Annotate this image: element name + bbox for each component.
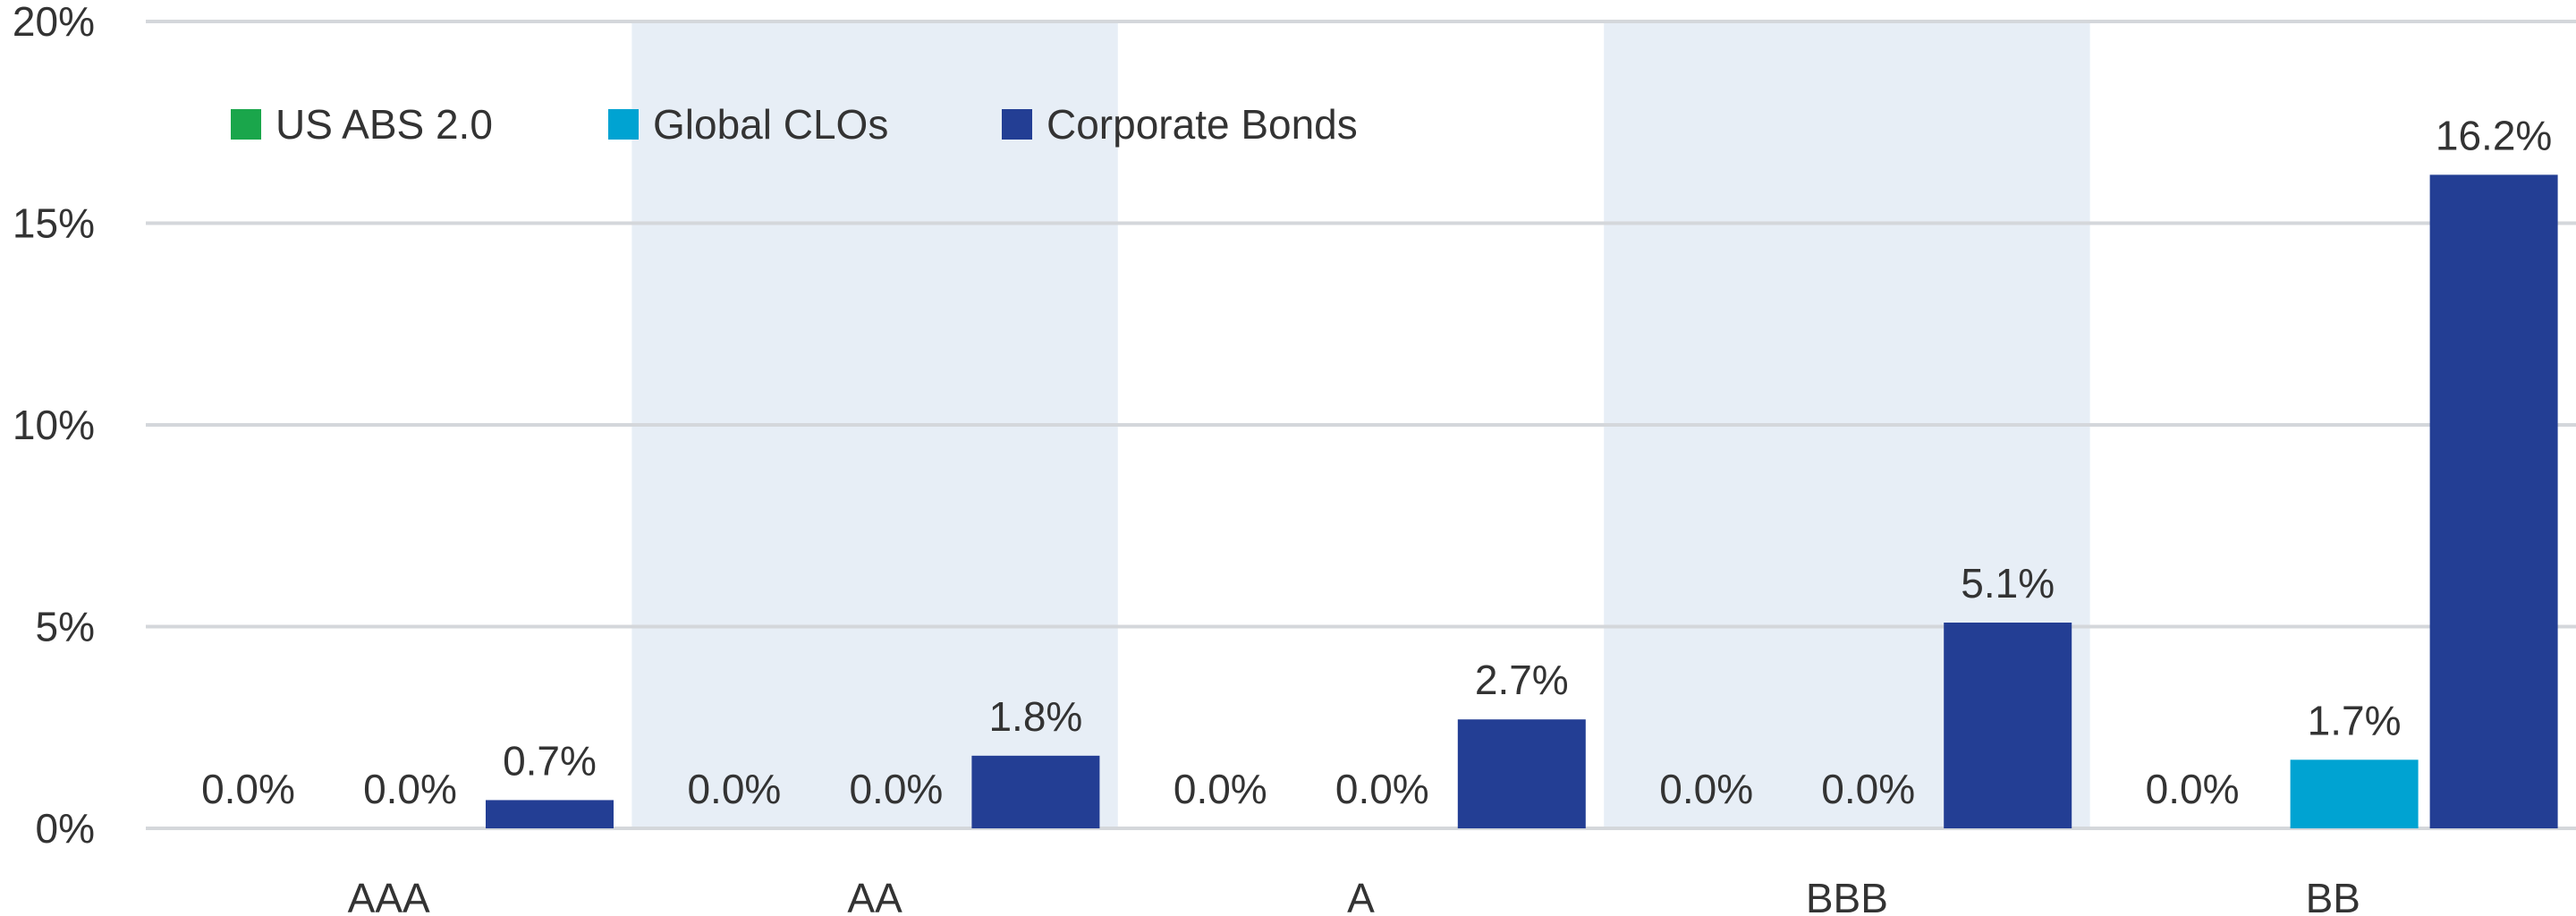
legend-swatch [231,109,261,140]
x-axis-labels: AAA AA A BBB BB [348,875,2360,916]
data-label: 5.1% [1961,560,2055,606]
y-tick-label: 0% [36,805,95,852]
y-tick-label: 20% [13,0,95,45]
data-labels: 0.0% 0.0% 0.0% 0.0% 0.0% 0.0% 0.0% 0.0% 0.0% 1.7%… [201,112,2552,812]
gridlines [146,20,2576,830]
data-label: 2.7% [1475,657,1569,703]
bars [486,174,2558,828]
x-category-label: AA [847,875,902,916]
y-tick-label: 10% [13,402,95,448]
data-label: 0.0% [363,766,457,812]
bar-global-clos-bb [2290,759,2419,828]
data-label: 0.0% [201,766,295,812]
x-category-label: AAA [348,875,430,916]
bar-corporate-bonds-aaa [486,800,614,828]
legend-label: US ABS 2.0 [275,101,493,148]
data-label: 0.0% [1659,766,1753,812]
x-category-label: A [1347,875,1375,916]
bar-corporate-bonds-bbb [1944,622,2072,828]
bar-corporate-bonds-bb [2429,174,2558,828]
data-label: 1.7% [2308,697,2402,743]
x-category-label: BB [2306,875,2360,916]
legend: US ABS 2.0 Global CLOs Corporate Bonds [231,101,1358,148]
data-label: 0.0% [687,766,781,812]
y-axis-ticks: 0% 5% 10% 15% 20% [13,0,95,852]
legend-label: Corporate Bonds [1046,101,1358,148]
y-tick-label: 15% [13,200,95,247]
legend-label: Global CLOs [653,101,888,148]
data-label: 0.0% [1821,766,1915,812]
data-label: 0.0% [1174,766,1267,812]
x-category-label: BBB [1806,875,1888,916]
bar-corporate-bonds-aa [971,755,1100,828]
data-label: 1.8% [988,693,1082,740]
data-label: 0.7% [503,737,597,784]
legend-swatch [608,109,639,140]
data-label: 0.0% [2146,766,2240,812]
y-tick-label: 5% [36,604,95,650]
bar-corporate-bonds-a [1457,719,1586,828]
data-label: 0.0% [1335,766,1429,812]
legend-swatch [1002,109,1032,140]
data-label: 16.2% [2436,112,2552,158]
data-label: 0.0% [849,766,943,812]
